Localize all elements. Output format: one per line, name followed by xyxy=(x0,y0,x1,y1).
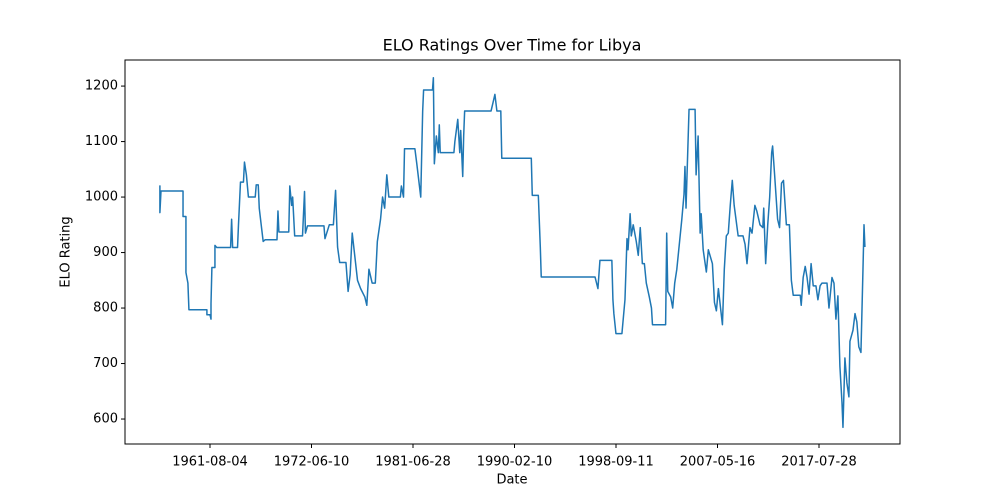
y-axis-label: ELO Rating xyxy=(59,216,74,287)
x-tick-label: 1961-08-04 xyxy=(172,455,248,470)
x-tick-label: 1990-02-10 xyxy=(477,455,553,470)
x-axis-label: Date xyxy=(496,473,527,488)
y-tick-label: 600 xyxy=(93,412,118,427)
x-tick-label: 2007-05-16 xyxy=(680,455,756,470)
x-tick-label: 1972-06-10 xyxy=(274,455,350,470)
y-tick-label: 900 xyxy=(93,245,118,260)
chart-title: ELO Ratings Over Time for Libya xyxy=(383,36,642,55)
x-tick-label: 1998-09-11 xyxy=(578,455,654,470)
series-line xyxy=(159,77,866,429)
x-tick-label: 1981-06-28 xyxy=(375,455,451,470)
y-tick-label: 1200 xyxy=(85,79,118,94)
y-tick-label: 800 xyxy=(93,301,118,316)
x-tick-label: 2017-07-28 xyxy=(781,455,857,470)
y-tick-label: 1100 xyxy=(85,134,118,149)
plot-frame xyxy=(124,59,901,445)
y-tick-label: 1000 xyxy=(85,190,118,205)
y-tick-label: 700 xyxy=(93,356,118,371)
